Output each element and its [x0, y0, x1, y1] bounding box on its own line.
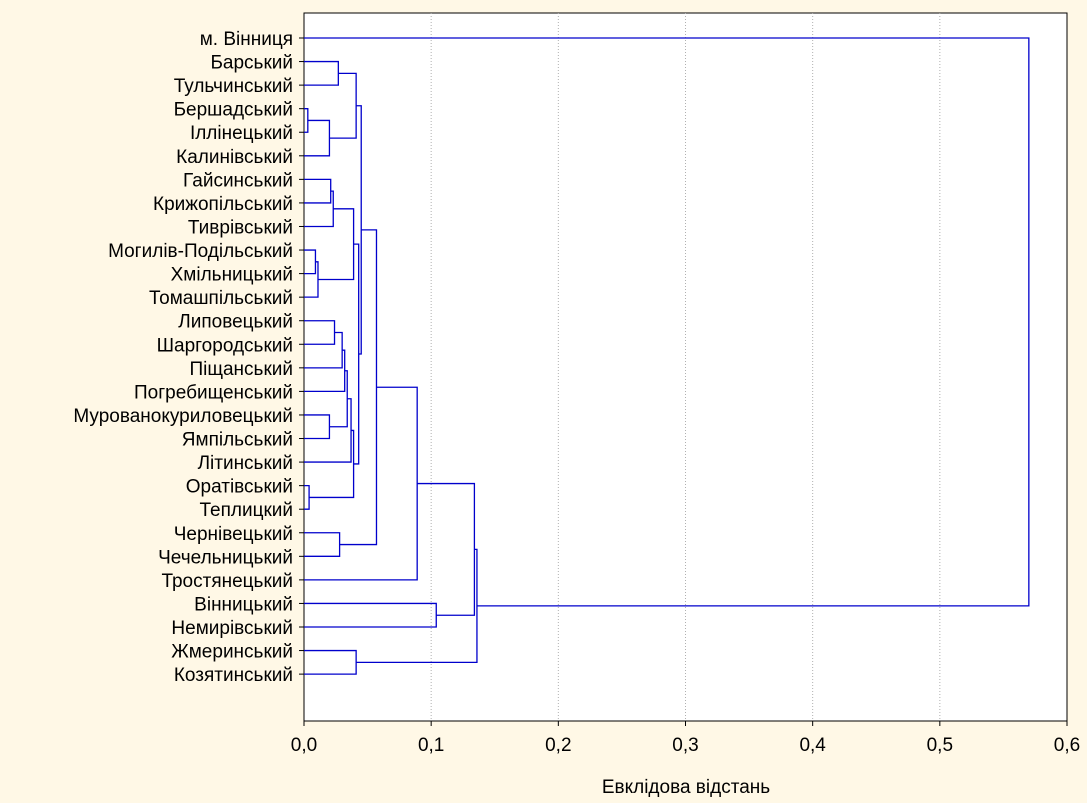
x-axis-title: Евклідова відстань — [602, 777, 770, 798]
dendrogram-links — [304, 37, 1030, 675]
leaf-label: Барський — [210, 53, 293, 74]
leaf-label: Шаргородський — [157, 335, 293, 356]
dendrogram-link — [304, 119, 331, 157]
leaf-label: Калинівський — [176, 147, 293, 168]
leaf-label: Хмільницький — [171, 265, 293, 286]
leaf-label: Ямпільський — [182, 430, 293, 451]
leaf-label: Тростянецький — [161, 571, 293, 592]
x-tick-label: 0,5 — [927, 735, 953, 756]
leaf-label: м. Вінниця — [200, 29, 293, 50]
leaf-label: Чернівецький — [174, 524, 293, 545]
dendrogram-link — [304, 349, 346, 393]
dendrogram-link — [304, 602, 437, 628]
leaf-label: Крижопільський — [153, 194, 293, 215]
leaf-label: Погребищенський — [134, 382, 293, 403]
x-axis-ticks: 0,0 0,1 0,2 0,3 0,4 0,5 0,6 — [291, 721, 1080, 756]
leaf-label: Теплицкий — [199, 500, 293, 521]
dendrogram-link — [304, 37, 1030, 607]
x-tick-label: 0,2 — [545, 735, 571, 756]
x-tick-label: 0,0 — [291, 735, 317, 756]
dendrogram-link — [304, 190, 334, 228]
leaf-label: Оратівський — [186, 477, 293, 498]
x-tick-label: 0,1 — [418, 735, 444, 756]
leaf-label: Липовецький — [178, 312, 293, 333]
leaf-label: Томашпільський — [149, 288, 293, 309]
leaf-label: Тиврівський — [188, 217, 293, 238]
leaf-label: Могилів-Подільський — [108, 241, 293, 262]
leaf-label: Немирівський — [171, 618, 293, 639]
dendrogram-link — [329, 72, 357, 139]
dendrogram-link — [417, 482, 476, 616]
dendrogram-link — [304, 414, 331, 440]
x-tick-label: 0,4 — [799, 735, 826, 756]
x-tick-label: 0,3 — [672, 735, 698, 756]
leaf-label: Літинський — [198, 453, 293, 474]
x-tick-label: 0,6 — [1054, 735, 1080, 756]
leaf-label: Вінницький — [194, 594, 293, 615]
leaf-label: Бершадський — [174, 100, 293, 121]
leaf-label: Іллінецький — [190, 123, 293, 144]
leaf-label: Гайсинський — [183, 170, 293, 191]
dendrogram-link — [304, 261, 319, 298]
grid-lines — [430, 13, 941, 721]
leaf-label: Козятинський — [174, 665, 293, 686]
dendrogram-link — [304, 386, 418, 581]
leaf-label: Піщанський — [189, 359, 293, 380]
leaf-label: Чечельницький — [158, 547, 293, 568]
leaf-label: Тульчинський — [174, 76, 293, 97]
leaf-label: Жмеринський — [171, 642, 293, 663]
dendrogram-link — [304, 649, 357, 675]
leaf-label: Мурованокуриловецький — [73, 406, 293, 427]
